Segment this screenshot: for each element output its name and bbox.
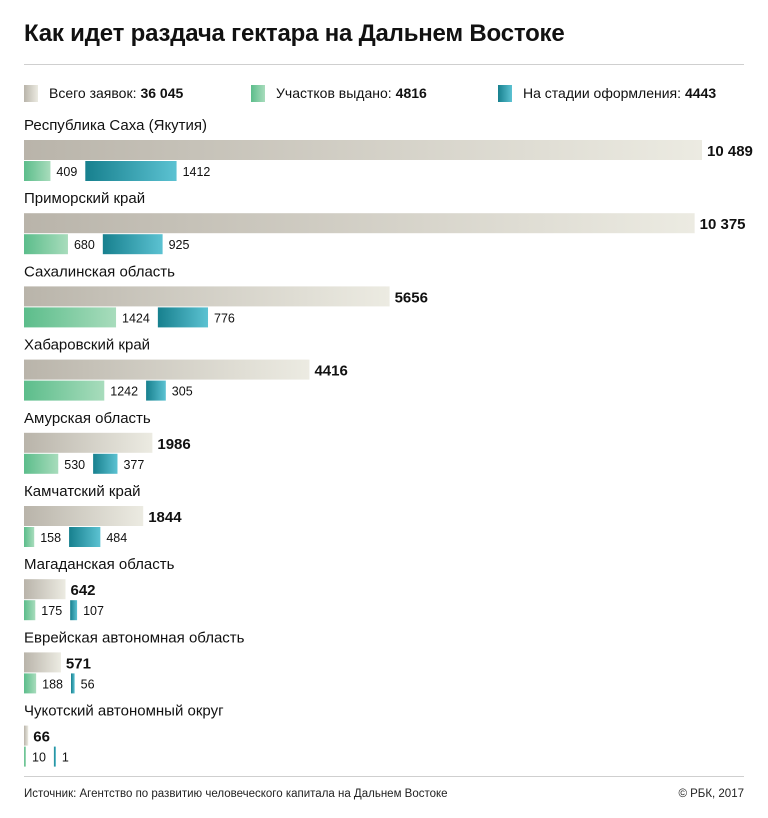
category-label: Республика Саха (Якутия) [24, 117, 207, 134]
legend-item-processing: На стадии оформления: 4443 [498, 83, 716, 103]
category-label: Амурская область [24, 410, 151, 427]
data-label-total: 66 [33, 729, 50, 746]
data-label-total: 10 489 [707, 143, 753, 160]
data-label-issued: 409 [56, 165, 77, 179]
bar-total [24, 140, 702, 160]
bar-total [24, 213, 695, 234]
bar-total [24, 506, 144, 526]
region-group: Камчатский край 1844 158 484 [24, 483, 182, 547]
bar-issued [24, 673, 37, 694]
data-label-processing: 776 [214, 311, 235, 325]
data-label-total: 10 375 [700, 216, 746, 233]
region-group: Хабаровский край 4416 1242 305 [24, 337, 348, 401]
bar-processing [70, 600, 78, 621]
category-label: Хабаровский край [24, 337, 150, 354]
bar-issued [24, 527, 35, 547]
category-label: Приморский край [24, 190, 145, 207]
data-label-processing: 1412 [183, 165, 211, 179]
category-label: Магаданская область [24, 556, 175, 573]
data-label-issued: 10 [32, 751, 46, 765]
data-label-issued: 1242 [110, 385, 138, 399]
data-label-processing: 1 [62, 751, 69, 765]
legend-swatch-issued [251, 84, 265, 102]
data-label-total: 571 [66, 655, 91, 672]
bar-processing [71, 673, 75, 694]
data-label-issued: 188 [42, 677, 63, 691]
data-label-total: 5656 [395, 289, 428, 306]
bar-processing [69, 527, 101, 547]
bar-total [24, 359, 310, 380]
bar-issued [24, 307, 117, 328]
legend-label-issued: Участков выдано: [276, 85, 392, 101]
legend-value-issued: 4816 [395, 85, 427, 101]
category-label: Чукотский автономный округ [24, 703, 224, 720]
bar-total [24, 652, 61, 673]
legend-label-processing: На стадии оформления: [523, 85, 682, 101]
bar-issued [24, 161, 51, 181]
category-label: Камчатский край [24, 483, 141, 500]
data-label-processing: 305 [172, 385, 193, 399]
legend-swatch-total [24, 84, 38, 102]
region-group: Амурская область 1986 530 377 [24, 410, 191, 474]
legend-item-total: Всего заявок: 36 045 [24, 83, 183, 103]
bar-processing [157, 307, 209, 328]
data-label-total: 4416 [314, 363, 347, 380]
bar-processing [146, 380, 166, 401]
legend-value-processing: 4443 [685, 85, 717, 101]
data-label-total: 1844 [148, 509, 182, 526]
bar-issued [24, 234, 68, 255]
region-group: Сахалинская область 5656 1424 776 [24, 263, 428, 328]
data-label-processing: 107 [83, 604, 104, 618]
page-title: Как идет раздача гектара на Дальнем Вост… [24, 20, 565, 47]
bar-processing [85, 161, 177, 181]
data-label-issued: 530 [64, 458, 85, 472]
bar-issued [24, 453, 59, 474]
data-label-issued: 680 [74, 238, 95, 252]
data-label-issued: 175 [41, 604, 62, 618]
bar-issued [24, 746, 26, 767]
category-label: Сахалинская область [24, 263, 175, 280]
bar-processing [93, 453, 118, 474]
bar-processing [53, 746, 56, 767]
data-label-processing: 377 [123, 458, 144, 472]
data-label-processing: 56 [81, 677, 95, 691]
bar-total [24, 432, 153, 453]
legend-label-total: Всего заявок: [49, 85, 137, 101]
region-group: Республика Саха (Якутия) 10 489 409 1412 [24, 117, 753, 181]
data-label-total: 1986 [157, 436, 190, 453]
region-group: Чукотский автономный округ 66 10 1 [24, 703, 224, 767]
region-group: Приморский край 10 375 680 925 [24, 190, 746, 255]
legend: Всего заявок: 36 045 Участков выдано: 48… [24, 83, 764, 103]
bar-issued [24, 380, 105, 401]
bar-issued [24, 600, 36, 621]
bar-total [24, 286, 390, 307]
footer-source: Источник: Агентство по развитию человече… [24, 788, 448, 800]
category-label: Еврейская автономная область [24, 629, 245, 646]
legend-value-total: 36 045 [140, 85, 184, 101]
bar-total [24, 579, 66, 600]
legend-item-issued: Участков выдано: 4816 [251, 83, 427, 103]
data-label-processing: 484 [106, 531, 127, 545]
legend-swatch-processing [498, 84, 512, 102]
data-label-processing: 925 [169, 238, 190, 252]
data-label-issued: 1424 [122, 311, 150, 325]
data-label-issued: 158 [40, 531, 61, 545]
region-group: Магаданская область 642 175 107 [24, 556, 175, 621]
title-divider [24, 64, 744, 65]
bar-processing [102, 234, 163, 255]
footer-copyright: © РБК, 2017 [678, 788, 744, 800]
data-label-total: 642 [70, 582, 95, 599]
footer-divider [24, 776, 744, 777]
bar-total [24, 725, 29, 746]
